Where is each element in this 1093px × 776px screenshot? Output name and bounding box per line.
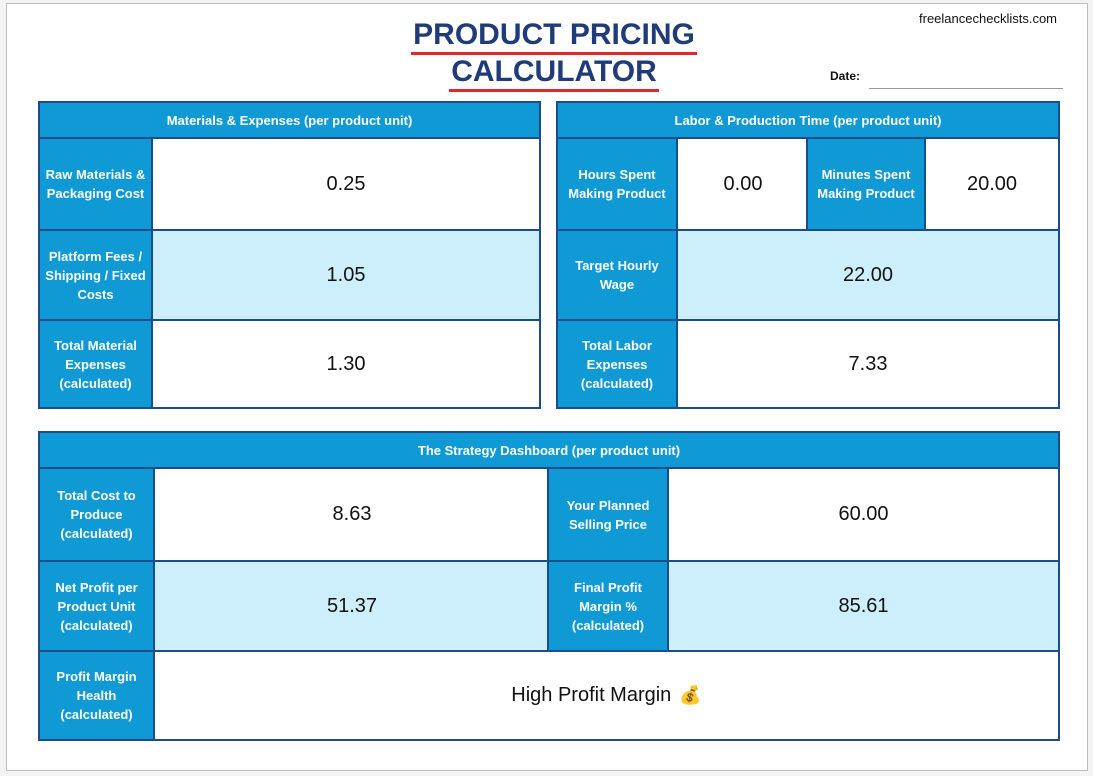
title-line-2: CALCULATOR — [449, 55, 659, 92]
total-cost-label: Total Cost to Produce (calculated) — [40, 469, 155, 560]
strategy-heading: The Strategy Dashboard (per product unit… — [40, 433, 1058, 469]
hours-label: Hours Spent Making Product — [558, 139, 678, 229]
profit-margin-label: Final Profit Margin % (calculated) — [547, 560, 669, 650]
net-profit-label: Net Profit per Product Unit (calculated) — [40, 560, 155, 650]
total-labor-label: Total Labor Expenses (calculated) — [558, 319, 678, 407]
total-material-label: Total Material Expenses (calculated) — [40, 319, 153, 407]
total-labor-value: 7.33 — [678, 319, 1058, 407]
platform-fees-value[interactable]: 1.05 — [153, 229, 539, 319]
net-profit-value: 51.37 — [155, 560, 549, 650]
margin-health-label: Profit Margin Health (calculated) — [40, 650, 155, 739]
margin-health-text: High Profit Margin — [511, 684, 671, 707]
selling-price-value[interactable]: 60.00 — [669, 469, 1058, 560]
materials-panel: Materials & Expenses (per product unit) … — [38, 101, 541, 409]
hourly-wage-value[interactable]: 22.00 — [678, 229, 1058, 319]
total-cost-value: 8.63 — [155, 469, 549, 560]
date-field[interactable] — [869, 88, 1063, 89]
date-label: Date: — [830, 69, 860, 83]
labor-panel: Labor & Production Time (per product uni… — [556, 101, 1060, 409]
strategy-panel: The Strategy Dashboard (per product unit… — [38, 431, 1060, 741]
hourly-wage-label: Target Hourly Wage — [558, 229, 678, 319]
title-line-1: PRODUCT PRICING — [411, 18, 697, 55]
raw-materials-label: Raw Materials & Packaging Cost — [40, 139, 153, 229]
minutes-value[interactable]: 20.00 — [926, 139, 1058, 229]
selling-price-label: Your Planned Selling Price — [547, 469, 669, 560]
raw-materials-value[interactable]: 0.25 — [153, 139, 539, 229]
website-label: freelancechecklists.com — [919, 11, 1057, 26]
materials-heading: Materials & Expenses (per product unit) — [40, 103, 539, 139]
minutes-label: Minutes Spent Making Product — [806, 139, 926, 229]
total-material-value: 1.30 — [153, 319, 539, 407]
labor-heading: Labor & Production Time (per product uni… — [558, 103, 1058, 139]
margin-health-value: High Profit Margin 💰 — [155, 650, 1058, 739]
page-title: PRODUCT PRICING CALCULATOR — [402, 18, 706, 92]
money-bag-icon: 💰 — [679, 685, 701, 706]
profit-margin-value: 85.61 — [669, 560, 1058, 650]
worksheet: freelancechecklists.com PRODUCT PRICING … — [6, 3, 1088, 771]
platform-fees-label: Platform Fees / Shipping / Fixed Costs — [40, 229, 153, 319]
hours-value[interactable]: 0.00 — [678, 139, 808, 229]
